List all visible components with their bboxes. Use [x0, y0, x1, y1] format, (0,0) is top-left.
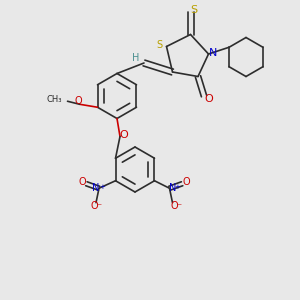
Text: O: O	[170, 201, 178, 211]
Text: +: +	[174, 184, 180, 190]
Text: O: O	[182, 177, 190, 187]
Text: N: N	[209, 47, 217, 58]
Text: O: O	[74, 96, 82, 106]
Text: O: O	[204, 94, 213, 104]
Text: O: O	[78, 177, 86, 187]
Text: O: O	[91, 201, 98, 211]
Text: ⁻: ⁻	[97, 202, 102, 212]
Text: +: +	[99, 184, 105, 190]
Text: N: N	[92, 183, 100, 193]
Text: CH₃: CH₃	[46, 95, 62, 104]
Text: O: O	[119, 130, 128, 140]
Text: S: S	[157, 40, 163, 50]
Text: N: N	[169, 183, 176, 193]
Text: S: S	[190, 5, 197, 15]
Text: ⁻: ⁻	[176, 202, 181, 212]
Text: H: H	[132, 53, 139, 64]
